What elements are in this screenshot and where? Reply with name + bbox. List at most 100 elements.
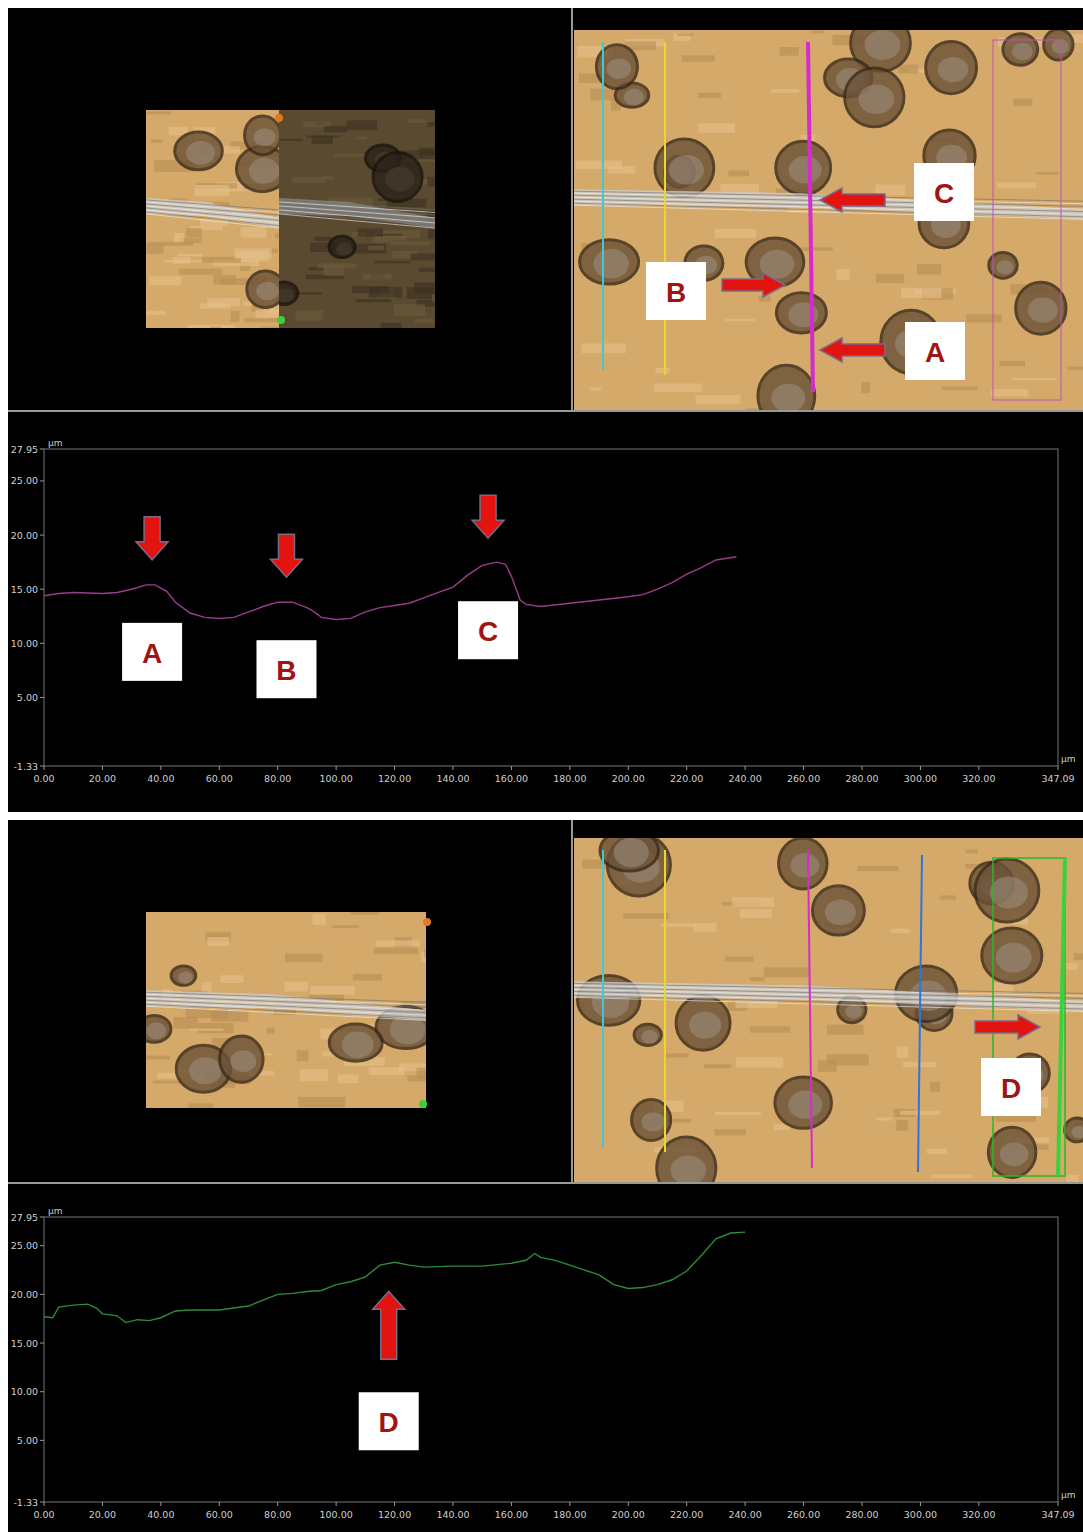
grain [197, 1023, 233, 1033]
label: A [925, 337, 945, 368]
x-tick [336, 1502, 337, 1506]
grain [415, 319, 434, 323]
grain [696, 395, 741, 404]
grain [995, 1116, 1036, 1122]
x-tick [277, 1502, 278, 1506]
x-tick-label: 100.00 [320, 773, 353, 784]
profile-line [602, 850, 604, 1148]
pit [676, 996, 730, 1050]
grain [146, 244, 163, 253]
panel-bg [8, 8, 1083, 812]
y-tick [40, 697, 44, 698]
grain [346, 120, 377, 130]
grain [1013, 98, 1032, 105]
y-tick-label: 5.00 [17, 692, 38, 703]
pit-inner [189, 1057, 222, 1084]
grain [896, 1120, 908, 1131]
pit-inner [186, 141, 215, 165]
x-tick-label: 20.00 [89, 1509, 116, 1520]
grain [200, 303, 230, 309]
x-tick [102, 766, 103, 770]
grain [310, 986, 354, 995]
scratch-line [574, 995, 1083, 1009]
grain [693, 923, 716, 932]
scratch-line [146, 992, 426, 1002]
label-box [646, 262, 706, 320]
scratch-line [279, 212, 435, 226]
y-tick [40, 643, 44, 644]
grain [173, 1017, 197, 1028]
grain [381, 323, 401, 328]
pit-inner [771, 384, 805, 410]
label-box [905, 322, 965, 380]
x-tick-label: 280.00 [845, 773, 878, 784]
grain [356, 299, 391, 302]
grain [704, 1064, 732, 1068]
grain [146, 311, 166, 315]
y-tick-label: 20.00 [11, 530, 38, 541]
x-tick [160, 1502, 161, 1506]
grain [261, 326, 279, 328]
pit-inner [788, 1091, 822, 1119]
grain [750, 1026, 790, 1032]
profile-line [808, 42, 813, 392]
grain [940, 895, 956, 899]
pit [245, 116, 279, 155]
grain [424, 949, 426, 957]
x-tick [978, 766, 979, 770]
pit [279, 282, 298, 305]
chart: -1.335.0010.0015.0020.0025.0027.950.0020… [11, 438, 1076, 784]
x-tick-label: 20.00 [89, 773, 116, 784]
grain [255, 310, 279, 319]
label: A [142, 638, 162, 669]
y-tick [40, 1343, 44, 1344]
pit [1003, 34, 1038, 65]
x-tick [511, 1502, 512, 1506]
grain [1067, 367, 1083, 371]
grain [736, 1057, 784, 1067]
grain [213, 275, 235, 285]
x-tick [745, 766, 746, 770]
label-box [914, 163, 974, 221]
x-tick [920, 1502, 921, 1506]
grain [930, 1082, 940, 1092]
scratch [146, 198, 279, 228]
arrow [136, 517, 168, 560]
grain [350, 912, 379, 914]
y-tick-label: 15.00 [11, 584, 38, 595]
profile-line [1058, 858, 1065, 1176]
scratch-line [279, 200, 435, 210]
label-box [256, 640, 316, 698]
x-tick-label: 320.00 [962, 1509, 995, 1520]
x-tick [102, 1502, 103, 1506]
marker [423, 918, 431, 926]
x-tick [862, 766, 863, 770]
x-tick-label: 180.00 [553, 773, 586, 784]
grain [780, 47, 799, 56]
grain [312, 136, 333, 144]
grain [891, 929, 910, 933]
pit-inner [385, 167, 414, 191]
y-tick [40, 1391, 44, 1392]
pit-inner [938, 57, 969, 82]
grain [1066, 1175, 1079, 1182]
x-tick-label: 300.00 [904, 1509, 937, 1520]
x-tick-label: 100.00 [320, 1509, 353, 1520]
pit [175, 132, 223, 170]
x-tick-label: 200.00 [612, 1509, 645, 1520]
x-tick-label: 80.00 [264, 1509, 291, 1520]
grain [333, 154, 367, 157]
grain [190, 1029, 223, 1031]
x-axis-title: µm [1061, 754, 1076, 764]
grain [799, 247, 832, 250]
pit [776, 141, 831, 194]
x-tick [862, 1502, 863, 1506]
x-tick [1058, 1502, 1059, 1506]
grain [187, 325, 235, 328]
grain [416, 1068, 426, 1079]
surface [146, 110, 279, 328]
grain [750, 977, 765, 981]
grain [221, 975, 244, 983]
pit-inner [607, 58, 632, 79]
figure: CBAD-1.335.0010.0015.0020.0025.0027.950.… [0, 0, 1083, 1539]
